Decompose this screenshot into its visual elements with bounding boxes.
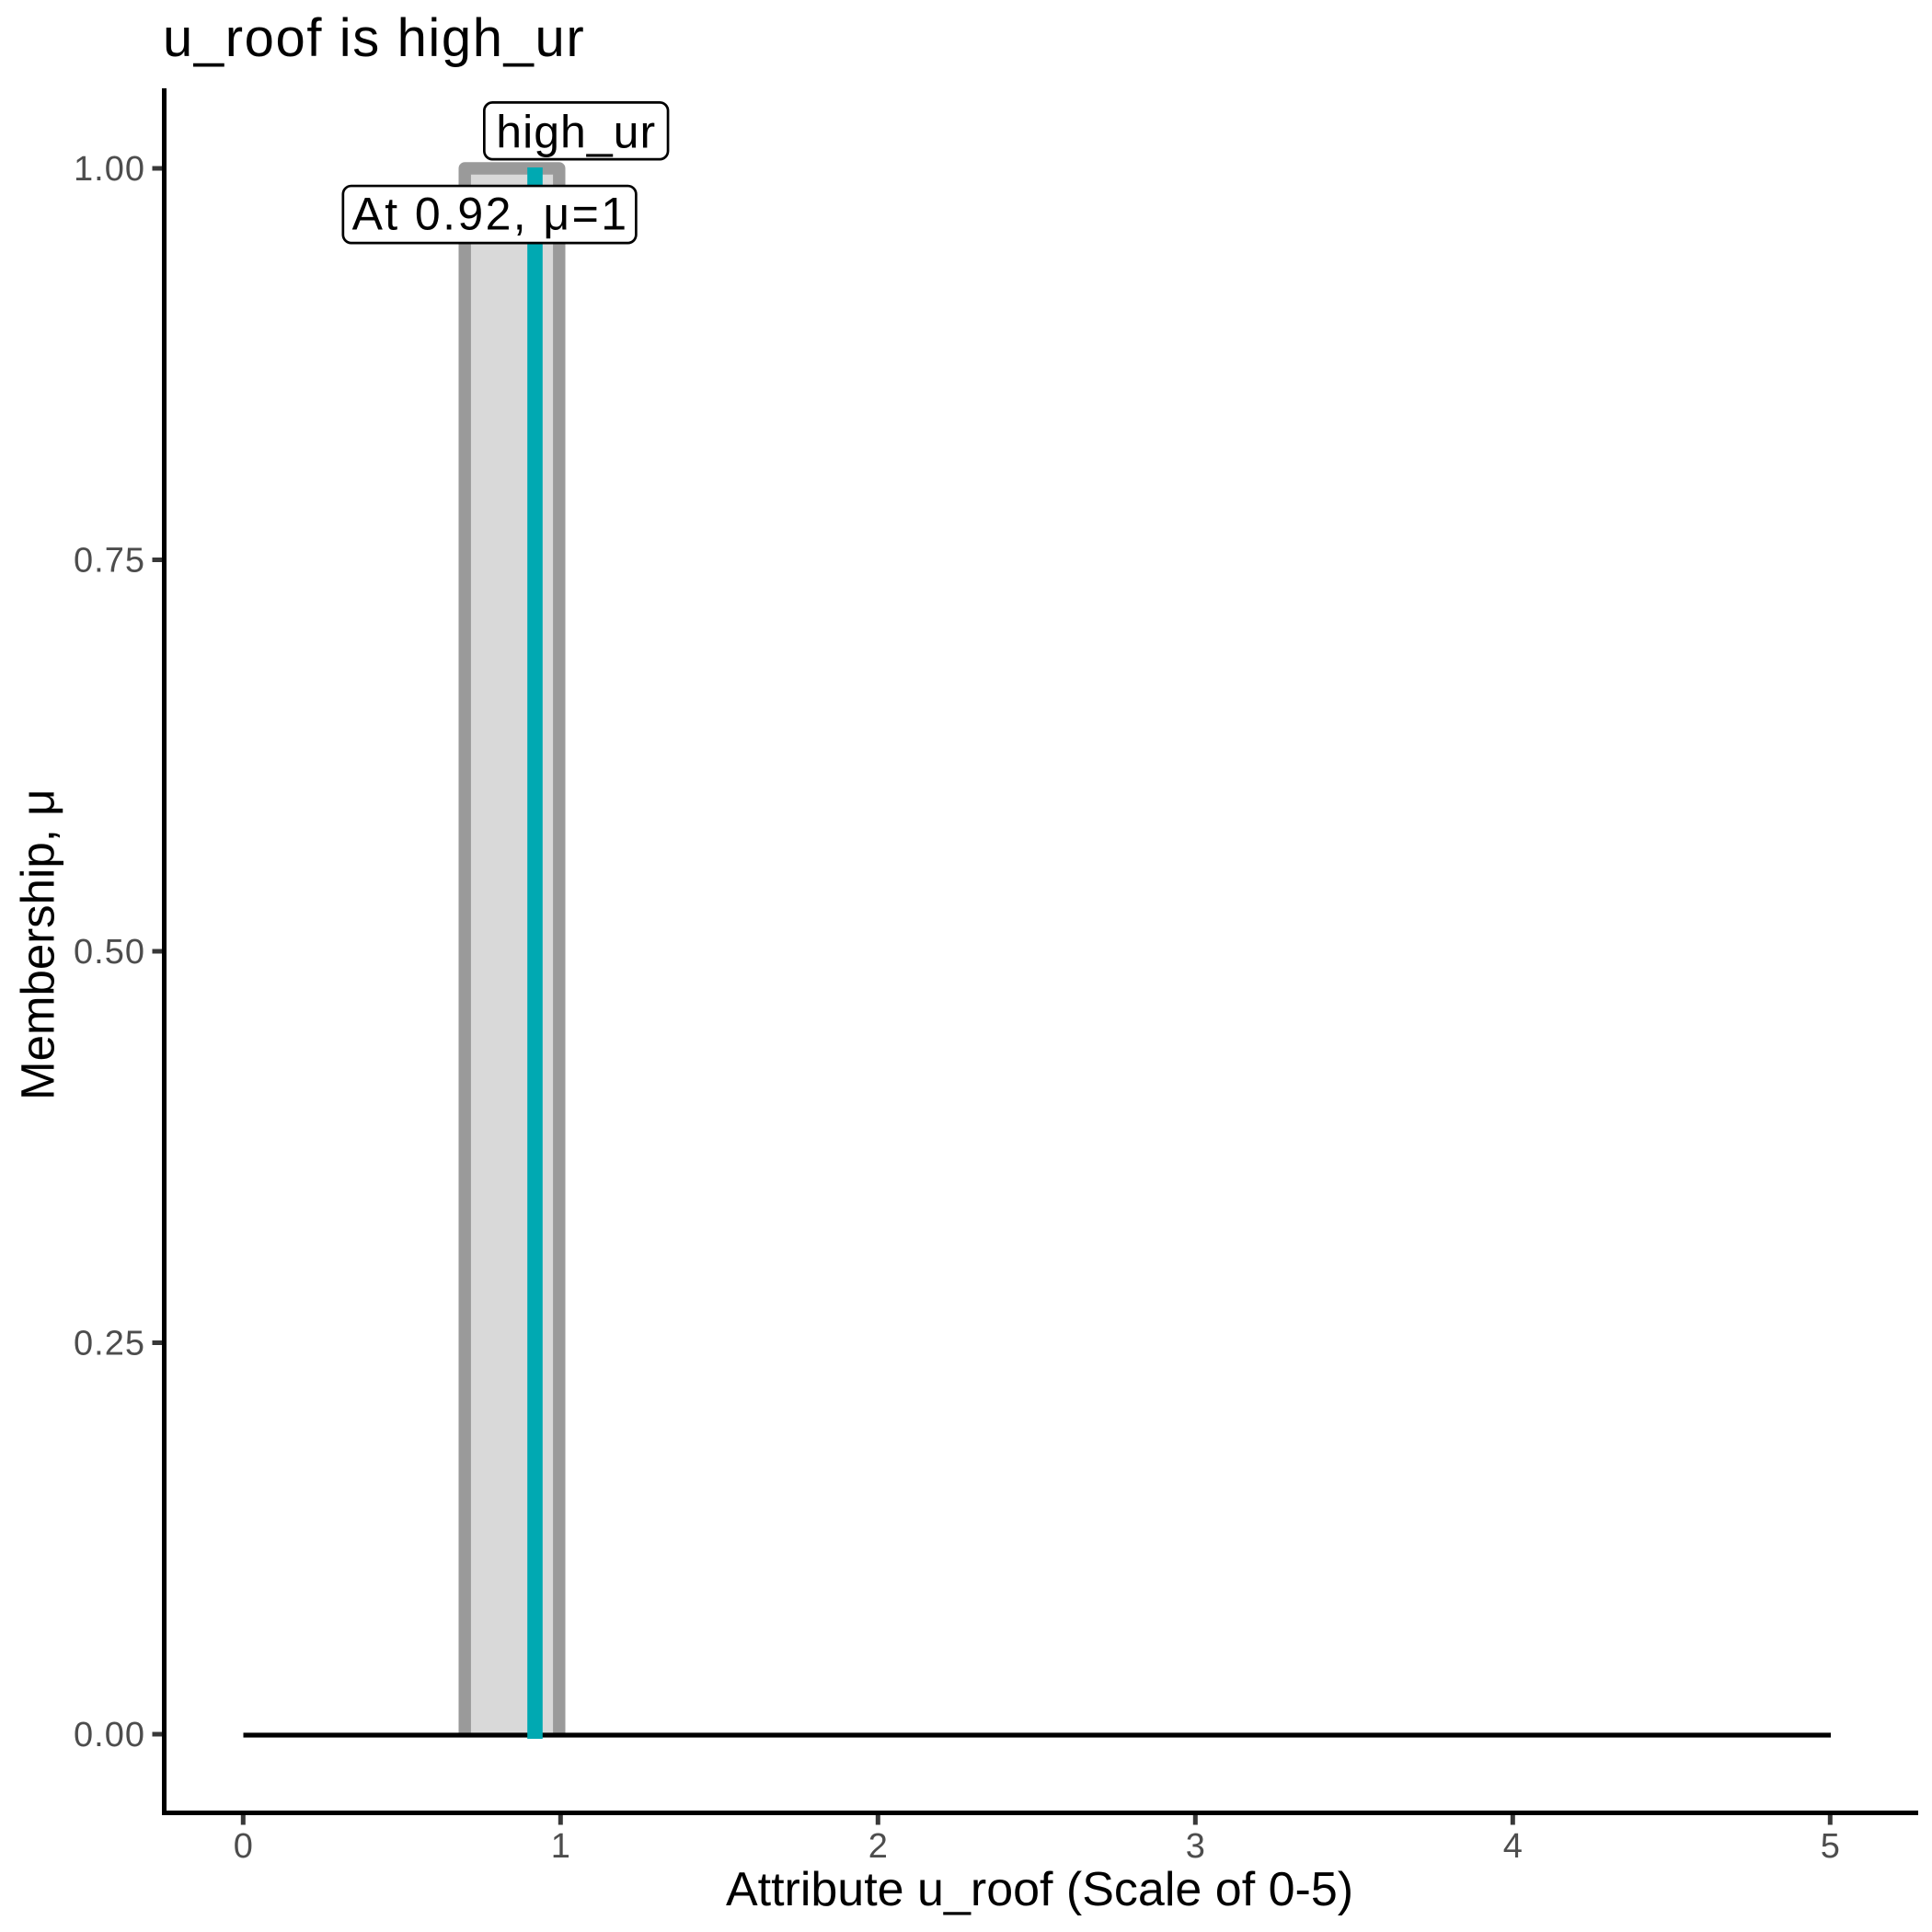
svg-text:0: 0 <box>234 1827 253 1866</box>
svg-text:Membership, μ: Membership, μ <box>12 789 64 1100</box>
svg-text:0.00: 0.00 <box>74 1716 145 1754</box>
svg-text:Attribute u_roof (Scale of 0-5: Attribute u_roof (Scale of 0-5) <box>726 1863 1353 1916</box>
svg-text:4: 4 <box>1503 1827 1523 1866</box>
svg-text:high_ur: high_ur <box>496 107 656 158</box>
svg-text:3: 3 <box>1186 1827 1205 1866</box>
svg-text:5: 5 <box>1821 1827 1840 1866</box>
svg-text:1: 1 <box>551 1827 570 1866</box>
svg-text:1.00: 1.00 <box>74 150 145 189</box>
svg-text:At 0.92, μ=1: At 0.92, μ=1 <box>352 188 629 239</box>
svg-text:0.75: 0.75 <box>74 542 145 581</box>
svg-text:2: 2 <box>868 1827 888 1866</box>
svg-text:u_roof is high_ur: u_roof is high_ur <box>163 8 585 68</box>
svg-text:0.50: 0.50 <box>74 933 145 972</box>
svg-text:0.25: 0.25 <box>74 1325 145 1363</box>
